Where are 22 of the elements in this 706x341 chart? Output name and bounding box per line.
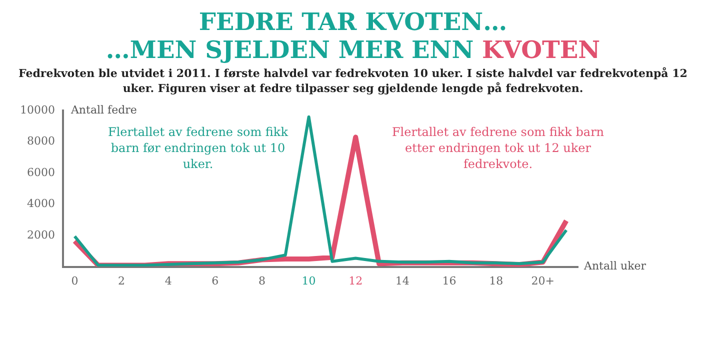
x-tick-label: 8 xyxy=(258,274,266,288)
x-tick-label: 4 xyxy=(164,274,172,288)
annotation: Flertallet av fedrene som fikk barn etter endringen tok ut 12 uker fedrekvote. xyxy=(390,124,606,172)
chart-title: FEDRE TAR KVOTEN… …MEN SJELDEN MER ENN KVOTEN xyxy=(104,7,602,64)
x-tick-label: 6 xyxy=(212,274,219,288)
annotation: Flertallet av fedrene som fikk barn før endringen tok ut 10 uker. xyxy=(107,124,290,172)
chart-subtitle: Fedrekvoten ble utvidet i 2011. I første halvdel var fedrekvoten 10 uker. I siste halvdel var fedrekvotenpå 12 uker. Figuren viser at fedre tilpasser seg gjeldende lengde på fedrekvoten. xyxy=(18,66,688,96)
x-tick-label: 12 xyxy=(348,274,363,288)
y-tick-label: 10000 xyxy=(20,103,55,116)
x-axis-title: Antall uker xyxy=(583,260,647,273)
x-tick-label: 14 xyxy=(395,274,410,288)
y-axis-title: Antall fedre xyxy=(70,103,137,116)
x-tick-label: 0 xyxy=(71,274,78,288)
y-tick-label: 8000 xyxy=(26,134,55,148)
x-tick-label: 18 xyxy=(489,274,504,288)
x-tick-label: 10 xyxy=(302,274,316,288)
y-tick-label: 6000 xyxy=(26,166,55,179)
x-tick-label: 20+ xyxy=(531,274,554,288)
x-tick-label: 2 xyxy=(118,274,126,288)
x-tick-label: 16 xyxy=(442,274,456,288)
y-tick-label: 2000 xyxy=(26,228,55,242)
y-tick-label: 4000 xyxy=(26,197,55,210)
